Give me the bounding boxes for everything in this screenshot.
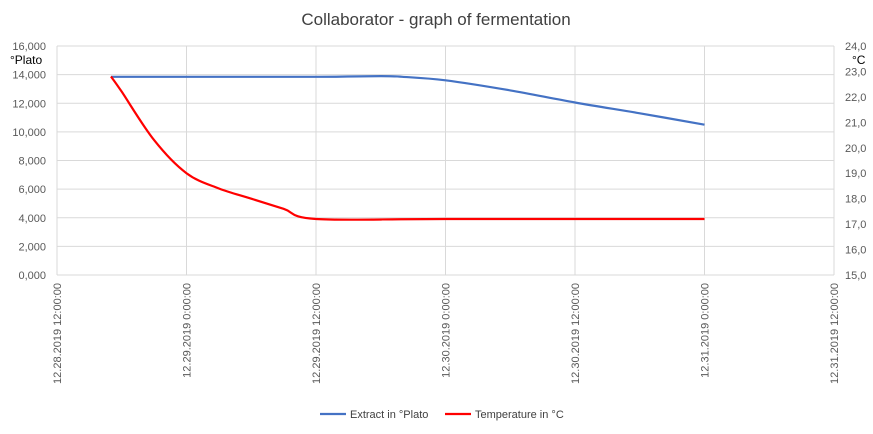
x-axis: 12.28.2019 12:00:00 12.29.2019 0:00:00 12.…	[52, 283, 841, 384]
y-right-tick-label: 24,0	[845, 41, 866, 53]
x-tick-label: 12.31.2019 12:00:00	[829, 283, 841, 384]
series-line-temperature	[110, 75, 705, 221]
y-left-tick-label: 12,000	[12, 98, 46, 110]
legend-label-extract: Extract in °Plato	[350, 409, 428, 421]
y-right-tick-label: 15,0	[845, 270, 866, 282]
y-left-tick-label: 8,000	[18, 156, 46, 168]
y-axis-right-label: °C	[852, 53, 866, 67]
y-right-tick-label: 23,0	[845, 66, 866, 78]
y-right-tick-label: 19,0	[845, 168, 866, 180]
y-axis-left: 0,000 2,000 4,000 6,000 8,000 10,000 12,000 14,…	[12, 41, 46, 282]
x-tick-label: 12.28.2019 12:00:00	[52, 283, 64, 384]
y-right-tick-label: 22,0	[845, 92, 866, 104]
y-right-tick-label: 21,0	[845, 117, 866, 129]
y-right-tick-label: 17,0	[845, 219, 866, 231]
legend-label-temperature: Temperature in °C	[475, 409, 564, 421]
x-tick-label: 12.30.2019 0:00:00	[441, 283, 453, 378]
x-tick-label: 12.30.2019 12:00:00	[570, 283, 582, 384]
y-right-tick-label: 18,0	[845, 194, 866, 206]
x-tick-label: 12.29.2019 12:00:00	[311, 283, 323, 384]
y-left-tick-label: 0,000	[18, 270, 46, 282]
y-left-tick-label: 4,000	[18, 213, 46, 225]
y-left-tick-label: 2,000	[18, 241, 46, 253]
y-left-tick-label: 10,000	[12, 127, 46, 139]
series-lines	[110, 75, 705, 221]
y-right-tick-label: 20,0	[845, 143, 866, 155]
y-left-tick-label: 16,000	[12, 41, 46, 53]
y-axis-right: 15,0 16,0 17,0 18,0 19,0 20,0 21,0 22,0 23,0 24,0	[845, 41, 866, 282]
y-left-tick-label: 6,000	[18, 184, 46, 196]
x-tick-label: 12.29.2019 0:00:00	[182, 283, 194, 378]
y-right-tick-label: 16,0	[845, 245, 866, 257]
chart-title: Collaborator - graph of fermentation	[301, 10, 570, 29]
y-axis-left-label: °Plato	[10, 53, 42, 67]
grid	[56, 45, 835, 276]
legend: Extract in °Plato Temperature in °C	[320, 409, 564, 421]
x-tick-label: 12.31.2019 0:00:00	[700, 283, 712, 378]
series-line-extract	[111, 75, 705, 126]
y-left-tick-label: 14,000	[12, 70, 46, 82]
